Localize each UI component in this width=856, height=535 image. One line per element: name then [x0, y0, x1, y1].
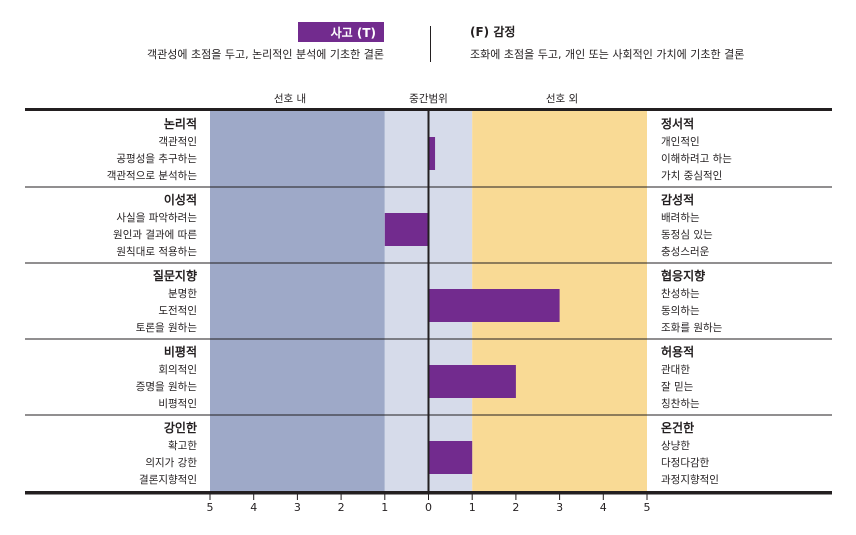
zone-label: 선호 내: [274, 93, 306, 105]
x-tick-mark: [209, 494, 211, 500]
x-tick-label: 0: [425, 501, 432, 514]
x-tick-label: 4: [600, 501, 607, 514]
x-tick-mark: [559, 494, 561, 500]
facet-left-item: 공평성을 추구하는: [116, 152, 197, 165]
facet-left-title: 강인한: [164, 420, 197, 435]
facet-right-item: 관대한: [661, 364, 690, 376]
facet-left-title: 이성적: [164, 192, 197, 207]
facet-right-item: 다정다감한: [661, 457, 710, 469]
header-divider: [430, 26, 431, 62]
x-tick-mark: [646, 494, 648, 500]
x-tick-label: 3: [294, 501, 301, 514]
x-tick-label: 5: [644, 501, 651, 514]
facet-left-item: 의지가 강한: [145, 457, 197, 469]
facet-left-title: 질문지향: [153, 268, 197, 283]
facet-right-item: 개인적인: [661, 136, 700, 148]
x-tick-label: 1: [469, 501, 476, 514]
facet-bar: [428, 137, 436, 170]
facet-left-item: 결론지향적인: [139, 474, 197, 486]
facet-right-item: 칭찬하는: [661, 397, 700, 410]
facet-left-item: 증명을 원하는: [136, 380, 198, 393]
facet-left-item: 확고한: [168, 439, 197, 452]
facet-right-title: 온건한: [661, 420, 694, 435]
facet-left-item: 사실을 파악하려는: [116, 211, 197, 224]
x-tick-label: 1: [381, 501, 388, 514]
feeling-description: 조화에 초점을 두고, 개인 또는 사회적인 가치에 기초한 결론: [470, 48, 745, 61]
facet-right-title: 감성적: [661, 192, 694, 207]
x-tick-mark: [340, 494, 342, 500]
x-tick-label: 4: [250, 501, 257, 514]
facet-bar: [428, 289, 560, 322]
thinking-description: 객관성에 초점을 두고, 논리적인 분석에 기초한 결론: [147, 48, 384, 61]
facet-left-item: 객관적인: [158, 136, 197, 148]
facet-left-title: 논리적: [164, 116, 197, 131]
thinking-label-badge: 사고 (T): [298, 22, 384, 42]
facet-left-item: 객관적으로 분석하는: [107, 169, 198, 182]
facet-right-item: 동정심 있는: [661, 229, 713, 241]
facet-left-item: 도전적인: [158, 305, 197, 317]
facet-bar: [384, 213, 429, 246]
zero-axis-line: [427, 111, 430, 494]
facet-left-title: 비평적: [164, 344, 197, 359]
x-tick-label: 2: [512, 501, 519, 514]
facet-right-item: 잘 믿는: [661, 381, 694, 393]
x-tick-mark: [515, 494, 517, 500]
x-tick-mark: [253, 494, 255, 500]
x-tick-label: 2: [338, 501, 345, 514]
x-tick-label: 3: [556, 501, 563, 514]
facet-right-item: 가치 중심적인: [661, 170, 722, 182]
facet-right-item: 과정지향적인: [661, 474, 719, 486]
facet-right-item: 충성스러운: [661, 246, 710, 258]
facet-left-item: 원인과 결과에 따른: [113, 229, 197, 241]
x-tick-label: 5: [207, 501, 214, 514]
facet-right-title: 허용적: [661, 344, 694, 359]
facet-right-item: 상냥한: [661, 440, 690, 452]
facet-left-item: 토론을 원하는: [136, 321, 198, 334]
x-tick-mark: [471, 494, 473, 500]
x-tick-mark: [384, 494, 386, 500]
zone-label: 선호 외: [546, 93, 578, 105]
facet-left-item: 원칙대로 적용하는: [116, 245, 197, 258]
x-tick-mark: [428, 494, 429, 500]
zone-label: 중간범위: [409, 92, 448, 105]
x-tick-mark: [296, 494, 298, 500]
facet-left-item: 분명한: [168, 288, 197, 300]
facet-right-item: 배려하는: [661, 211, 700, 224]
facet-left-item: 회의적인: [158, 364, 197, 376]
facet-bar: [428, 441, 473, 474]
facet-right-item: 찬성하는: [661, 287, 700, 300]
facet-left-item: 비평적인: [158, 398, 197, 410]
facet-right-item: 동의하는: [661, 304, 700, 317]
feeling-label: (F) 감정: [470, 25, 516, 39]
facet-bar: [428, 365, 516, 398]
facet-right-title: 정서적: [661, 116, 694, 131]
facet-right-item: 조화를 원하는: [661, 321, 723, 334]
x-tick-mark: [602, 494, 604, 500]
chart-top-rule: [25, 108, 832, 111]
facet-right-title: 협응지향: [661, 268, 705, 283]
left-preference-zone: [210, 111, 385, 491]
facet-right-item: 이해하려고 하는: [661, 152, 732, 165]
